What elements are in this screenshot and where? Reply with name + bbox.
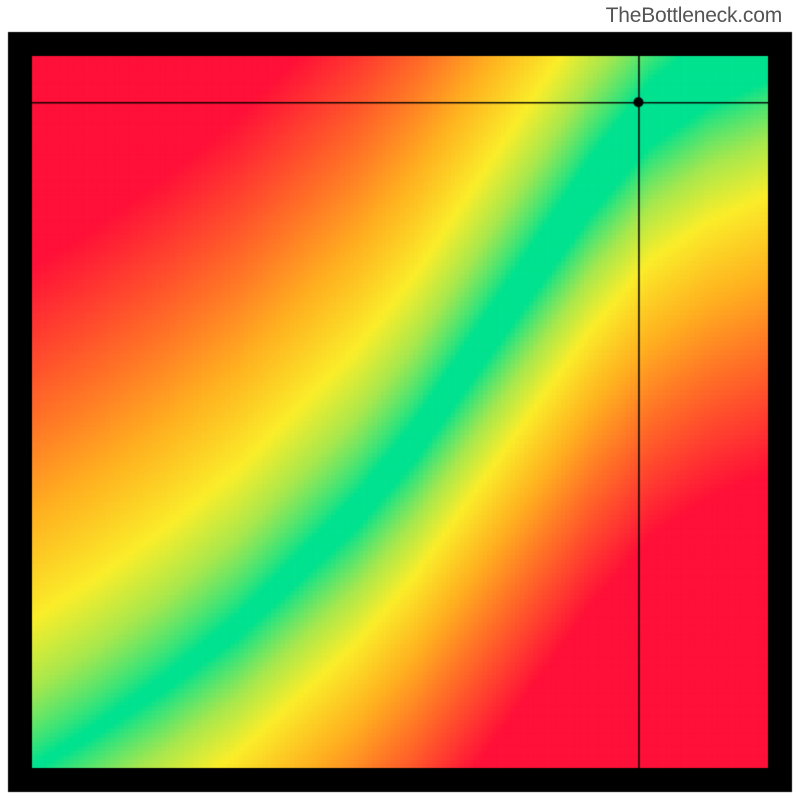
watermark-text: TheBottleneck.com <box>606 4 782 28</box>
chart-container: TheBottleneck.com <box>0 0 800 800</box>
heatmap-canvas <box>0 0 800 800</box>
